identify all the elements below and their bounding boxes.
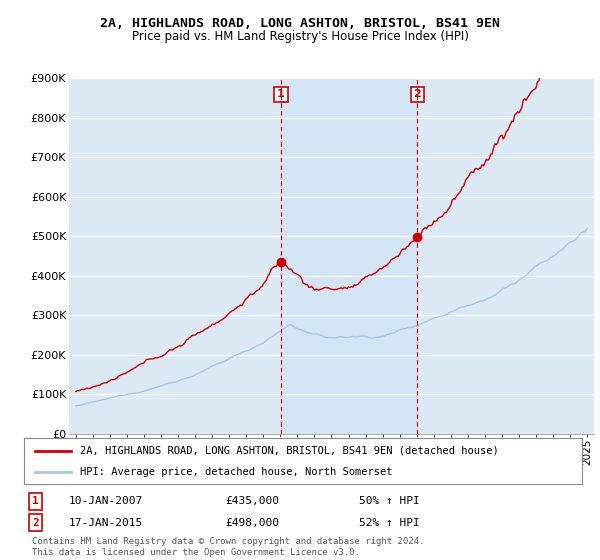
Text: HPI: Average price, detached house, North Somerset: HPI: Average price, detached house, Nort… [80,467,392,477]
Text: 1: 1 [32,496,39,506]
Text: 52% ↑ HPI: 52% ↑ HPI [359,518,419,528]
Text: 10-JAN-2007: 10-JAN-2007 [68,496,143,506]
Text: 50% ↑ HPI: 50% ↑ HPI [359,496,419,506]
Text: 17-JAN-2015: 17-JAN-2015 [68,518,143,528]
Text: £435,000: £435,000 [225,496,279,506]
Text: 1: 1 [277,90,285,100]
Text: Contains HM Land Registry data © Crown copyright and database right 2024.
This d: Contains HM Land Registry data © Crown c… [32,538,425,557]
Text: £498,000: £498,000 [225,518,279,528]
Text: Price paid vs. HM Land Registry's House Price Index (HPI): Price paid vs. HM Land Registry's House … [131,30,469,43]
Bar [281,78,418,434]
Text: 2A, HIGHLANDS ROAD, LONG ASHTON, BRISTOL, BS41 9EN: 2A, HIGHLANDS ROAD, LONG ASHTON, BRISTOL… [100,17,500,30]
Text: 2: 2 [32,518,39,528]
Text: 2: 2 [413,90,421,100]
Text: 2A, HIGHLANDS ROAD, LONG ASHTON, BRISTOL, BS41 9EN (detached house): 2A, HIGHLANDS ROAD, LONG ASHTON, BRISTOL… [80,446,499,456]
